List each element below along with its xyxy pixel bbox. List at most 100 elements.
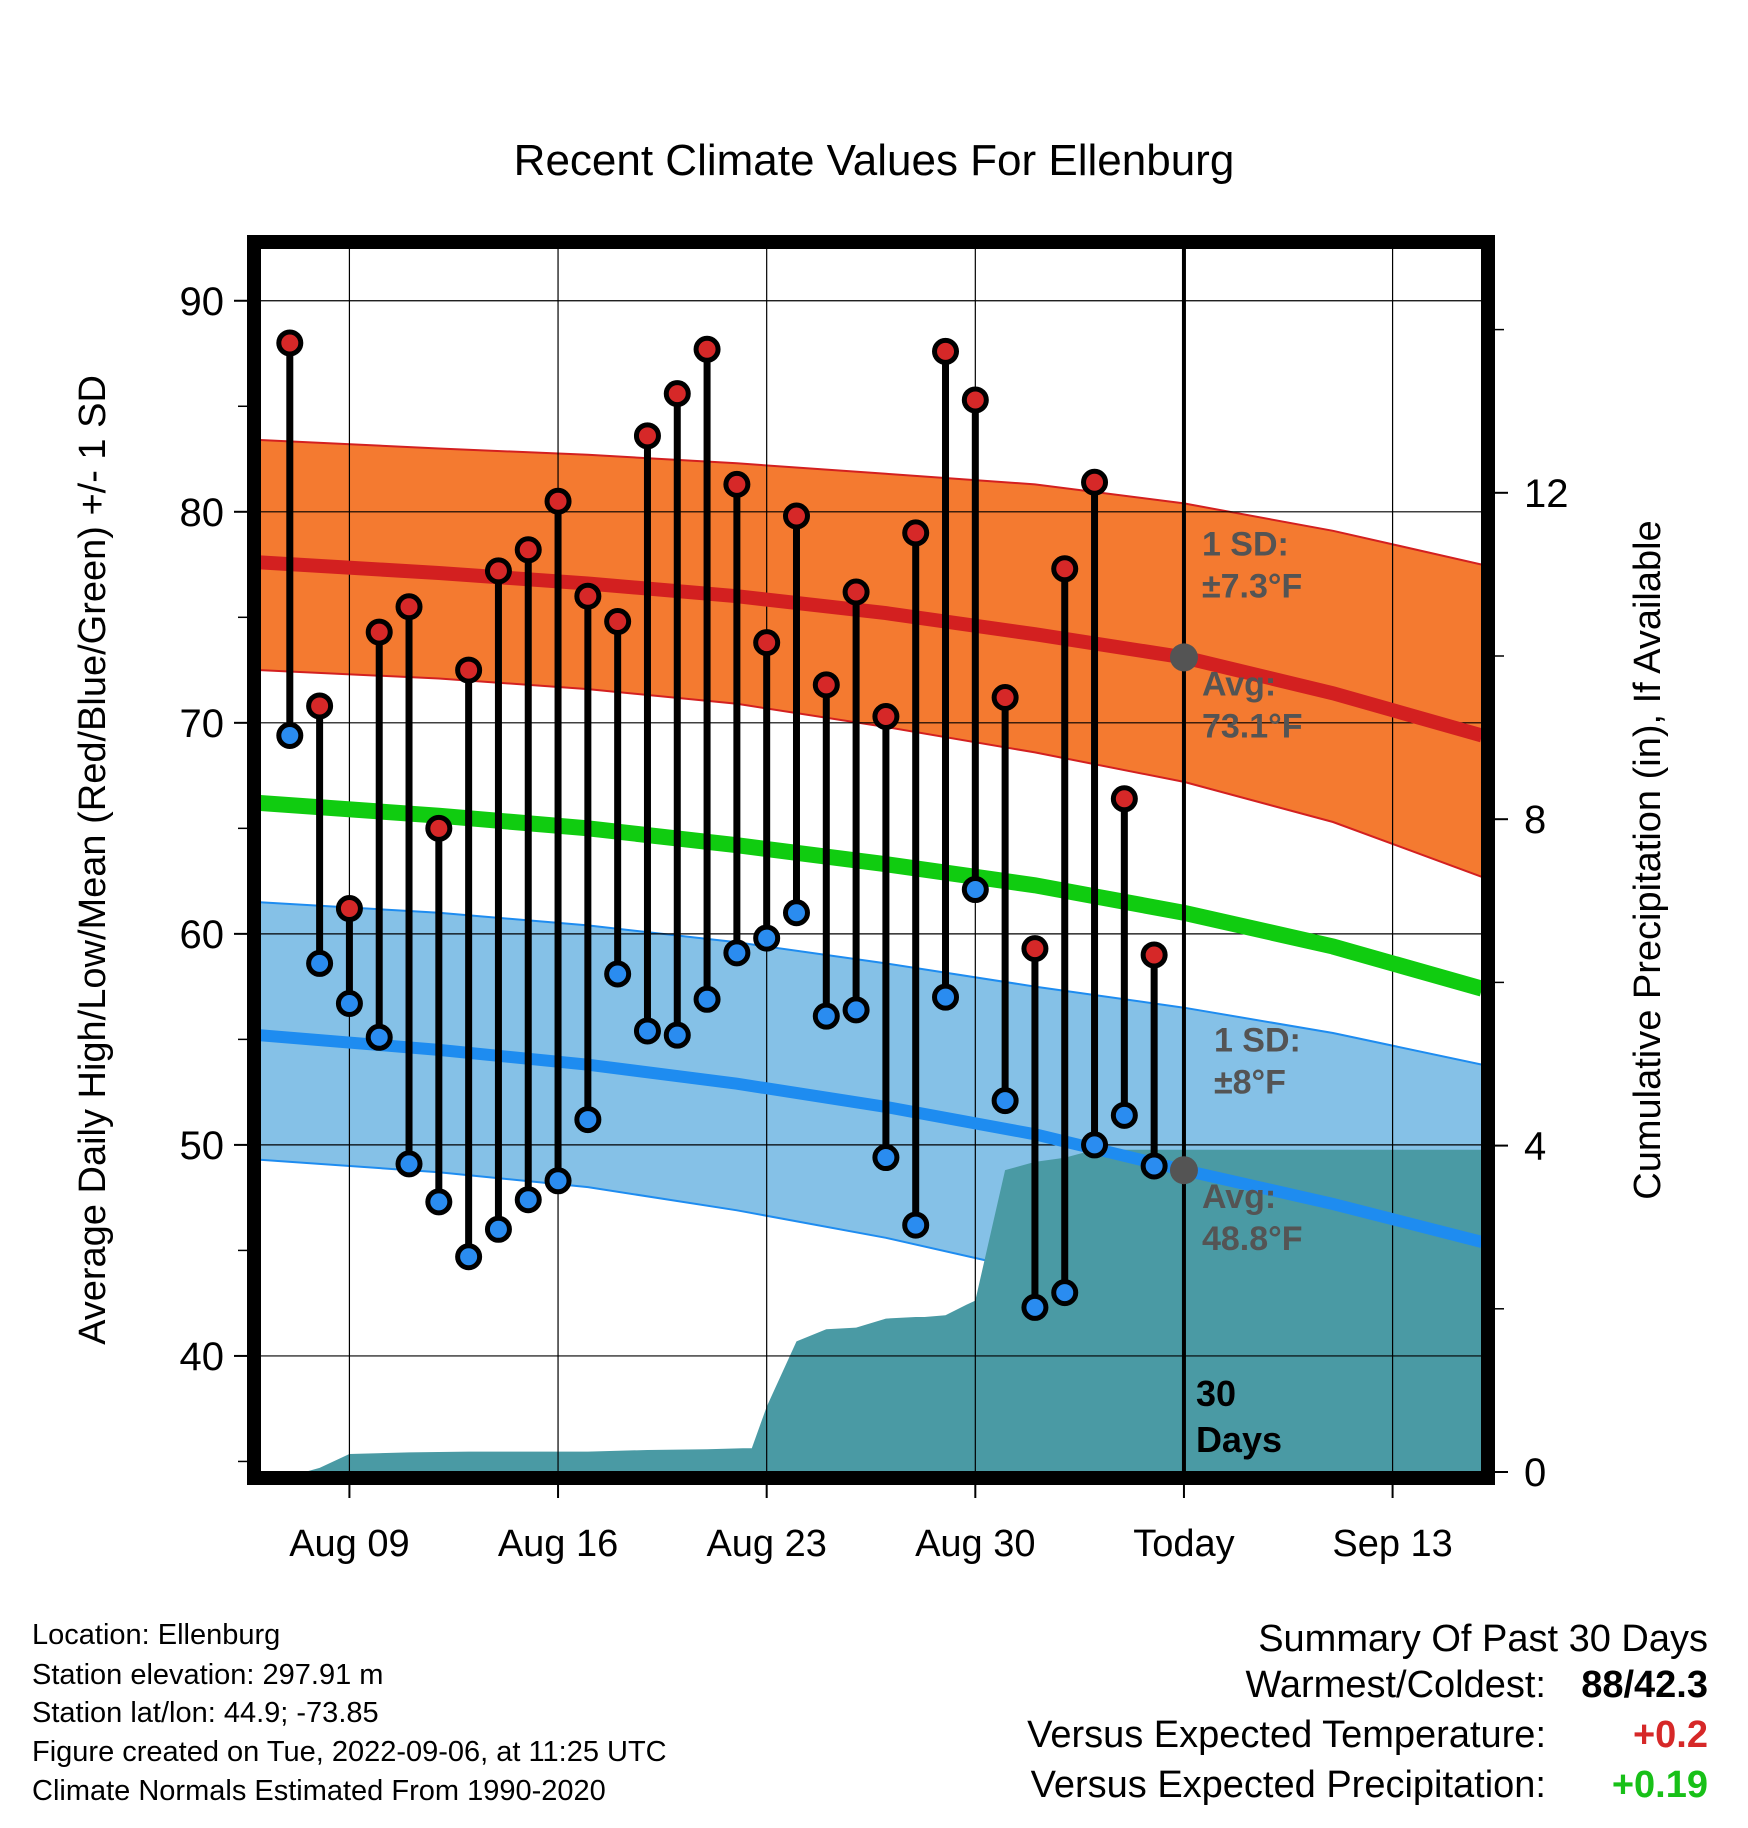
info-latlon: Station lat/lon: 44.9; -73.85 bbox=[32, 1697, 379, 1729]
plot-frame bbox=[247, 235, 1495, 1485]
y2-tick-label: 4 bbox=[1524, 1125, 1546, 1169]
daily-low-point bbox=[693, 985, 721, 1013]
y2-axis-label: Cumulative Precipitation (in), If Availa… bbox=[1627, 520, 1669, 1199]
versus-temperature-label: Versus Expected Temperature: bbox=[1027, 1714, 1546, 1756]
versus-temperature-value: +0.2 bbox=[1632, 1714, 1708, 1756]
daily-high-point bbox=[604, 608, 632, 636]
info-created: Figure created on Tue, 2022-09-06, at 11… bbox=[32, 1736, 667, 1768]
summary-title: Summary Of Past 30 Days bbox=[1258, 1618, 1708, 1660]
daily-low-point bbox=[932, 983, 960, 1011]
daily-low-point bbox=[1081, 1131, 1109, 1159]
daily-high-point bbox=[961, 386, 989, 414]
today-days-number: 30 bbox=[1196, 1373, 1236, 1414]
daily-high-point bbox=[1081, 468, 1109, 496]
daily-low-point bbox=[961, 876, 989, 904]
y2-tick-label: 0 bbox=[1524, 1451, 1546, 1495]
high-avg-label: Avg: bbox=[1202, 665, 1276, 703]
high-avg-value: 73.1°F bbox=[1202, 707, 1303, 745]
daily-high-point bbox=[484, 557, 512, 585]
daily-high-point bbox=[1110, 785, 1138, 813]
daily-high-point bbox=[902, 519, 930, 547]
daily-low-point bbox=[335, 990, 363, 1018]
daily-low-point bbox=[574, 1106, 602, 1134]
high-sd-band bbox=[260, 440, 1482, 877]
daily-high-point bbox=[842, 578, 870, 606]
daily-low-point bbox=[395, 1150, 423, 1178]
x-axis-label: Day bbox=[840, 1605, 908, 1610]
daily-high-point bbox=[1021, 935, 1049, 963]
daily-high-point bbox=[425, 814, 453, 842]
daily-high-point bbox=[514, 536, 542, 564]
daily-low-point bbox=[872, 1144, 900, 1172]
daily-high-point bbox=[395, 593, 423, 621]
daily-low-point bbox=[484, 1215, 512, 1243]
climate-chart: 1 SD: ±7.3°F Avg: 73.1°F 1 SD: ±8°F Avg: 48.8°F… bbox=[72, 136, 1669, 1610]
low-sd-label: 1 SD: bbox=[1214, 1022, 1301, 1060]
daily-low-point bbox=[723, 939, 751, 967]
daily-low-point bbox=[633, 1017, 661, 1045]
daily-high-point bbox=[544, 487, 572, 515]
today-low-avg-marker bbox=[1169, 1156, 1198, 1185]
summary-precipitation-row: Versus Expected Precipitation: +0.19 bbox=[1031, 1764, 1708, 1807]
y-tick-label: 50 bbox=[180, 1124, 225, 1168]
daily-low-point bbox=[753, 924, 781, 952]
daily-low-point bbox=[544, 1167, 572, 1195]
info-elevation: Station elevation: 297.91 m bbox=[32, 1659, 384, 1691]
daily-low-point bbox=[1140, 1152, 1168, 1180]
daily-high-point bbox=[365, 618, 393, 646]
daily-high-point bbox=[812, 671, 840, 699]
daily-high-point bbox=[306, 692, 334, 720]
today-days-label: Days bbox=[1196, 1419, 1282, 1460]
daily-low-point bbox=[782, 899, 810, 927]
high-sd-label: 1 SD: bbox=[1202, 525, 1289, 563]
x-tick-label: Aug 30 bbox=[915, 1523, 1035, 1565]
daily-high-point bbox=[723, 470, 751, 498]
low-sd-value: ±8°F bbox=[1214, 1064, 1286, 1102]
x-tick-label: Aug 16 bbox=[498, 1523, 618, 1565]
daily-low-point bbox=[306, 949, 334, 977]
daily-low-point bbox=[604, 960, 632, 988]
x-tick-label: Sep 13 bbox=[1332, 1523, 1452, 1565]
today-high-avg-marker bbox=[1169, 643, 1198, 672]
daily-low-point bbox=[1110, 1101, 1138, 1129]
daily-low-point bbox=[365, 1023, 393, 1051]
high-sd-value: ±7.3°F bbox=[1202, 567, 1302, 605]
daily-high-point bbox=[455, 656, 483, 684]
daily-low-point bbox=[514, 1186, 542, 1214]
daily-low-point bbox=[991, 1087, 1019, 1115]
daily-high-point bbox=[1051, 555, 1079, 583]
y-tick-label: 40 bbox=[180, 1335, 225, 1379]
y-axis-label: Average Daily High/Low/Mean (Red/Blue/Gr… bbox=[72, 375, 114, 1345]
daily-high-point bbox=[276, 329, 304, 357]
daily-low-point bbox=[663, 1021, 691, 1049]
daily-low-point bbox=[842, 996, 870, 1024]
y-tick-label: 90 bbox=[180, 280, 225, 324]
daily-low-point bbox=[455, 1243, 483, 1271]
daily-low-point bbox=[425, 1188, 453, 1216]
info-normals: Climate Normals Estimated From 1990-2020 bbox=[32, 1775, 606, 1807]
precipitation-area bbox=[260, 1149, 1482, 1472]
versus-precipitation-label: Versus Expected Precipitation: bbox=[1030, 1764, 1546, 1806]
daily-high-point bbox=[753, 629, 781, 657]
y2-tick-label: 12 bbox=[1524, 472, 1569, 516]
daily-high-point bbox=[335, 895, 363, 923]
versus-precipitation-value: +0.19 bbox=[1611, 1764, 1708, 1806]
daily-low-point bbox=[1051, 1279, 1079, 1307]
summary-warmest-coldest-row: Warmest/Coldest: 88/42.3 bbox=[1245, 1664, 1708, 1707]
daily-high-point bbox=[1140, 941, 1168, 969]
daily-low-point bbox=[902, 1211, 930, 1239]
y2-tick-label: 8 bbox=[1524, 798, 1546, 842]
daily-high-point bbox=[663, 380, 691, 408]
y-tick-label: 80 bbox=[180, 491, 225, 535]
daily-low-point bbox=[1021, 1293, 1049, 1321]
daily-low-point bbox=[812, 1002, 840, 1030]
daily-high-point bbox=[633, 422, 661, 450]
y-tick-label: 70 bbox=[180, 702, 225, 746]
summary-temperature-row: Versus Expected Temperature: +0.2 bbox=[1027, 1714, 1708, 1757]
info-location: Location: Ellenburg bbox=[32, 1619, 281, 1651]
daily-high-point bbox=[991, 684, 1019, 712]
x-tick-label: Aug 23 bbox=[706, 1523, 826, 1565]
daily-high-point bbox=[693, 335, 721, 363]
daily-high-point bbox=[932, 337, 960, 365]
daily-high-point bbox=[574, 582, 602, 610]
